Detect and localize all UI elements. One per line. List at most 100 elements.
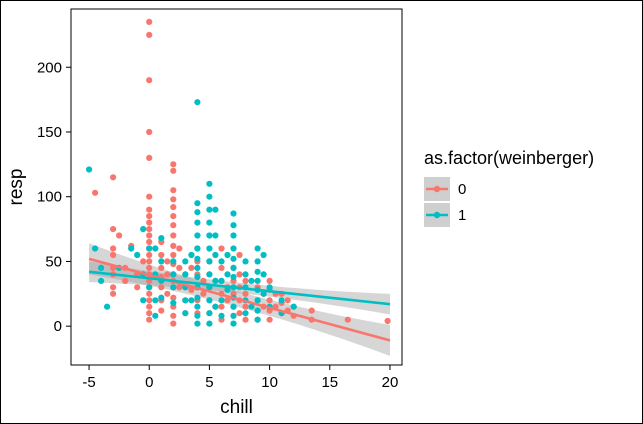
data-point-0 — [146, 213, 153, 220]
data-point-0 — [146, 238, 153, 246]
data-point-0 — [146, 226, 153, 233]
data-point-1 — [188, 297, 195, 304]
data-point-0 — [266, 316, 273, 323]
data-point-0 — [218, 264, 225, 271]
x-tick-label: -5 — [82, 374, 95, 391]
data-point-0 — [110, 284, 117, 291]
data-point-1 — [206, 310, 213, 317]
data-point-1 — [206, 258, 213, 265]
data-point-1 — [224, 286, 231, 293]
data-point-1 — [242, 258, 249, 265]
data-point-1 — [224, 251, 231, 259]
data-point-1 — [206, 245, 213, 252]
data-point-0 — [146, 219, 153, 226]
data-point-1 — [188, 251, 195, 259]
y-tick-label: 50 — [45, 253, 62, 270]
data-point-0 — [200, 290, 207, 297]
data-point-0 — [116, 232, 123, 239]
y-tick-label: 150 — [37, 124, 62, 141]
data-point-1 — [212, 251, 219, 259]
legend-point-0 — [433, 185, 441, 193]
data-point-0 — [146, 290, 153, 297]
data-point-0 — [266, 297, 273, 304]
data-point-1 — [194, 320, 201, 327]
data-point-1 — [158, 294, 165, 301]
data-point-1 — [212, 206, 219, 213]
data-point-0 — [158, 284, 165, 291]
data-point-0 — [158, 251, 165, 259]
data-point-0 — [170, 196, 177, 203]
data-point-1 — [218, 312, 225, 319]
data-point-0 — [146, 31, 153, 38]
plot-panel — [70, 8, 403, 366]
data-point-0 — [176, 264, 183, 271]
legend-label-0: 0 — [458, 181, 466, 198]
data-point-1 — [194, 255, 201, 262]
data-point-0 — [242, 290, 249, 297]
data-point-1 — [194, 264, 201, 271]
data-point-1 — [170, 284, 177, 291]
data-point-0 — [164, 290, 171, 297]
data-point-0 — [176, 284, 183, 291]
data-point-0 — [170, 320, 177, 327]
data-point-0 — [146, 264, 153, 271]
data-point-0 — [344, 316, 351, 323]
data-point-1 — [260, 290, 267, 297]
data-point-0 — [134, 284, 141, 291]
data-point-1 — [98, 277, 105, 284]
legend-label-1: 1 — [458, 207, 466, 224]
data-point-1 — [242, 310, 249, 317]
data-point-0 — [170, 204, 177, 211]
data-point-1 — [212, 232, 219, 239]
data-point-1 — [158, 235, 165, 242]
data-point-1 — [194, 232, 201, 239]
data-point-1 — [254, 307, 261, 314]
data-point-0 — [170, 251, 177, 259]
data-point-1 — [206, 180, 213, 187]
data-point-0 — [170, 187, 177, 194]
data-point-0 — [110, 245, 117, 252]
data-point-1 — [86, 166, 93, 173]
data-point-1 — [194, 209, 201, 216]
data-point-1 — [218, 258, 225, 265]
data-point-1 — [182, 271, 189, 278]
data-point-0 — [188, 264, 195, 271]
data-point-1 — [230, 320, 237, 327]
data-point-0 — [146, 297, 153, 304]
data-point-0 — [146, 310, 153, 317]
data-point-0 — [158, 307, 165, 314]
data-point-1 — [230, 264, 237, 271]
data-point-1 — [206, 271, 213, 278]
data-point-0 — [146, 77, 153, 84]
data-point-1 — [92, 245, 99, 252]
data-point-1 — [206, 297, 213, 304]
data-point-0 — [146, 128, 153, 136]
data-point-1 — [230, 245, 237, 252]
data-point-0 — [176, 245, 183, 252]
data-point-1 — [140, 226, 147, 233]
data-point-0 — [146, 316, 153, 323]
y-tick-label: 0 — [54, 318, 62, 335]
data-point-0 — [146, 18, 153, 25]
data-point-0 — [122, 277, 129, 284]
data-point-1 — [194, 200, 201, 207]
fit-line-0 — [88, 257, 391, 342]
data-point-0 — [170, 232, 177, 239]
data-point-1 — [98, 264, 105, 271]
data-point-1 — [224, 271, 231, 278]
data-point-1 — [140, 297, 147, 304]
data-point-1 — [218, 297, 225, 304]
data-point-1 — [182, 297, 189, 304]
data-point-1 — [182, 310, 189, 317]
data-point-0 — [170, 242, 177, 249]
data-point-1 — [152, 312, 159, 319]
data-point-0 — [146, 232, 153, 239]
data-point-1 — [248, 303, 255, 310]
data-point-1 — [158, 258, 165, 265]
data-point-0 — [164, 258, 171, 265]
data-point-0 — [242, 316, 249, 323]
fit-line-1 — [88, 270, 391, 306]
data-point-1 — [194, 312, 201, 319]
data-point-1 — [230, 222, 237, 229]
